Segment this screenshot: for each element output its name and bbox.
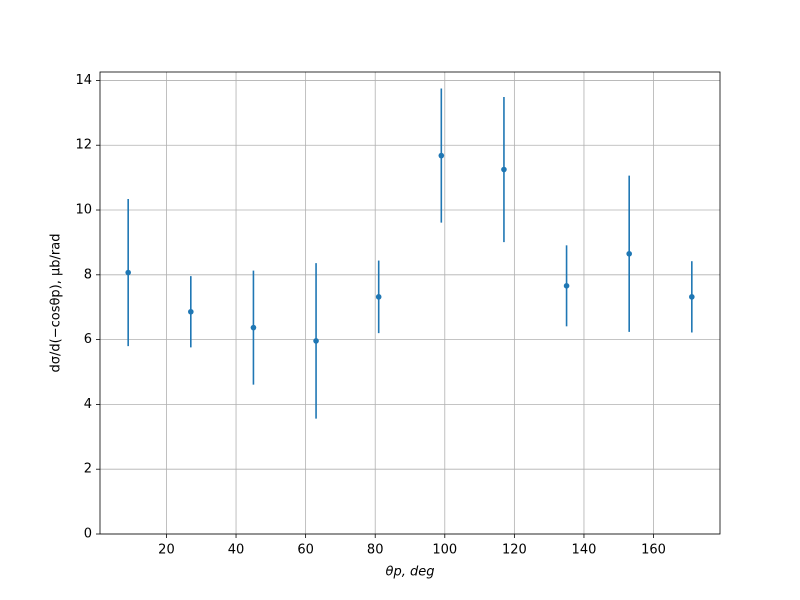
x-tick-label: 20 [158,543,175,558]
y-tick-label: 12 [75,138,92,153]
y-tick-label: 4 [84,397,92,412]
y-axis-label: dσ/d(−cosθp), μb/rad [49,234,64,373]
x-tick-label: 100 [432,543,457,558]
x-tick-label: 140 [572,543,597,558]
data-point [188,308,194,315]
data-point [626,250,632,257]
x-tick-label: 120 [502,543,527,558]
x-tick-label: 60 [297,543,314,558]
data-point [689,294,695,300]
x-tick-label: 160 [641,543,666,558]
data-point [375,294,382,300]
data-point [313,338,319,344]
data-point [438,152,445,159]
data-point [563,283,570,289]
y-tick-label: 10 [75,203,92,218]
data-point [501,166,507,173]
data-point [250,324,257,331]
x-tick-label: 40 [228,543,245,558]
y-tick-label: 0 [84,527,92,542]
y-tick-label: 8 [84,267,92,282]
x-axis-label: θp, deg [386,565,435,580]
data-point [125,269,131,276]
y-tick-label: 14 [75,73,92,88]
y-tick-label: 2 [84,462,92,477]
x-tick-label: 80 [367,543,384,558]
axes-frame [99,71,721,535]
y-tick-label: 6 [84,332,92,347]
